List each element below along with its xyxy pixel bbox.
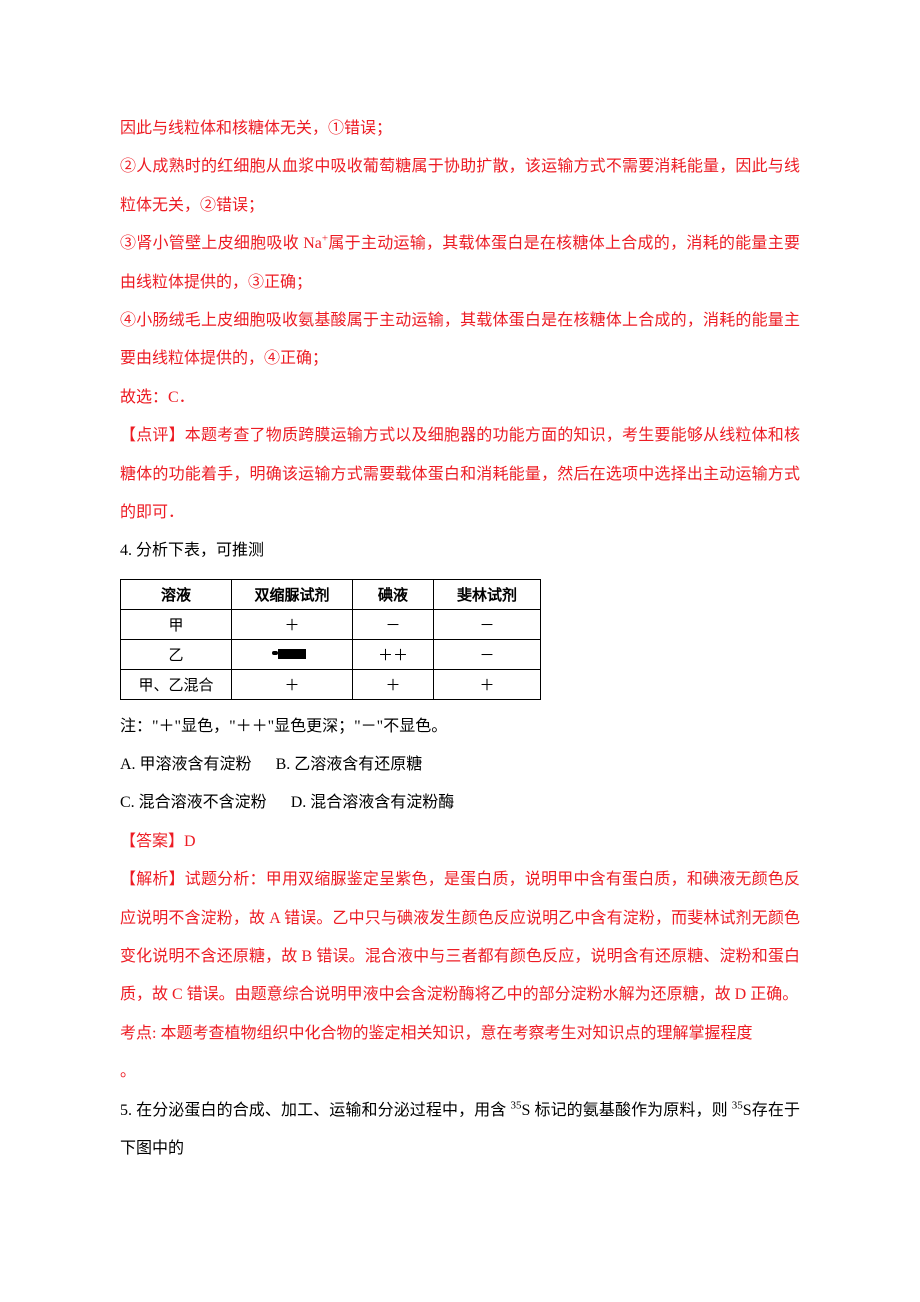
text-segment: S 标记的氨基酸作为原料，则 [521, 1102, 731, 1119]
col-header-fehling: 斐林试剂 [434, 579, 541, 609]
superscript-35: 35 [510, 1099, 521, 1111]
cell: ＋ [353, 669, 434, 699]
table-row: 乙 ＋＋ － [121, 639, 541, 669]
cell: － [434, 639, 541, 669]
explanation-item-1: 因此与线粒体和核糖体无关，①错误； [120, 110, 800, 148]
cell: 甲 [121, 609, 232, 639]
cell: ＋ [232, 669, 353, 699]
question-5-stem: 5. 在分泌蛋白的合成、加工、运输和分泌过程中，用含 35S 标记的氨基酸作为原… [120, 1092, 800, 1169]
cell: 乙 [121, 639, 232, 669]
text-segment: ③肾小管壁上皮细胞吸收 Na [120, 235, 322, 252]
cell: ＋ [434, 669, 541, 699]
option-a: A. 甲溶液含有淀粉 [120, 756, 252, 773]
question-4-table: 溶液 双缩脲试剂 碘液 斐林试剂 甲 ＋ － － 乙 ＋＋ － 甲、乙混合 ＋ [120, 579, 541, 700]
explanation-item-2: ②人成熟时的红细胞从血浆中吸收葡萄糖属于协助扩散，该运输方式不需要消耗能量，因此… [120, 148, 800, 225]
table-header-row: 溶液 双缩脲试剂 碘液 斐林试剂 [121, 579, 541, 609]
cell: ＋ [232, 609, 353, 639]
cell-smudged [232, 639, 353, 669]
review-comment: 【点评】本题考查了物质跨膜运输方式以及细胞器的功能方面的知识，考生要能够从线粒体… [120, 417, 800, 532]
question-4-options: A. 甲溶液含有淀粉 B. 乙溶液含有还原糖 [120, 746, 800, 784]
answer-label: 【答案】 [120, 833, 184, 850]
option-c: C. 混合溶液不含淀粉 [120, 794, 267, 811]
cell: － [353, 609, 434, 639]
col-header-biuret: 双缩脲试剂 [232, 579, 353, 609]
question-4-stem: 4. 分析下表，可推测 [120, 532, 800, 570]
question-4-options-row2: C. 混合溶液不含淀粉 D. 混合溶液含有淀粉酶 [120, 784, 800, 822]
superscript-35: 35 [732, 1099, 743, 1111]
table-note: 注："＋"显色，"＋＋"显色更深；"－"不显色。 [120, 708, 800, 746]
text-segment: 5. 在分泌蛋白的合成、加工、运输和分泌过程中，用含 [120, 1102, 510, 1119]
cell: ＋＋ [353, 639, 434, 669]
smudge-mark [278, 649, 306, 659]
question-4-answer: 【答案】D [120, 823, 800, 861]
explanation-item-4: ④小肠绒毛上皮细胞吸收氨基酸属于主动运输，其载体蛋白是在核糖体上合成的，消耗的能… [120, 302, 800, 379]
answer-value: D [184, 833, 196, 850]
option-b: B. 乙溶液含有还原糖 [276, 756, 423, 773]
answer-conclusion: 故选：C． [120, 379, 800, 417]
cell: － [434, 609, 541, 639]
col-header-iodine: 碘液 [353, 579, 434, 609]
option-d: D. 混合溶液含有淀粉酶 [291, 794, 455, 811]
question-4-kaodian-a: 考点: 本题考查植物组织中化合物的鉴定相关知识，意在考察考生对知识点的理解掌握程… [120, 1015, 800, 1053]
table-row: 甲、乙混合 ＋ ＋ ＋ [121, 669, 541, 699]
cell: 甲、乙混合 [121, 669, 232, 699]
explanation-item-3: ③肾小管壁上皮细胞吸收 Na+属于主动运输，其载体蛋白是在核糖体上合成的，消耗的… [120, 225, 800, 302]
table-row: 甲 ＋ － － [121, 609, 541, 639]
question-4-kaodian-b: 。 [120, 1053, 800, 1091]
question-4-explanation: 【解析】试题分析：甲用双缩脲鉴定呈紫色，是蛋白质，说明甲中含有蛋白质，和碘液无颜… [120, 861, 800, 1015]
document-page: 因此与线粒体和核糖体无关，①错误； ②人成熟时的红细胞从血浆中吸收葡萄糖属于协助… [0, 0, 920, 1228]
col-header-solution: 溶液 [121, 579, 232, 609]
